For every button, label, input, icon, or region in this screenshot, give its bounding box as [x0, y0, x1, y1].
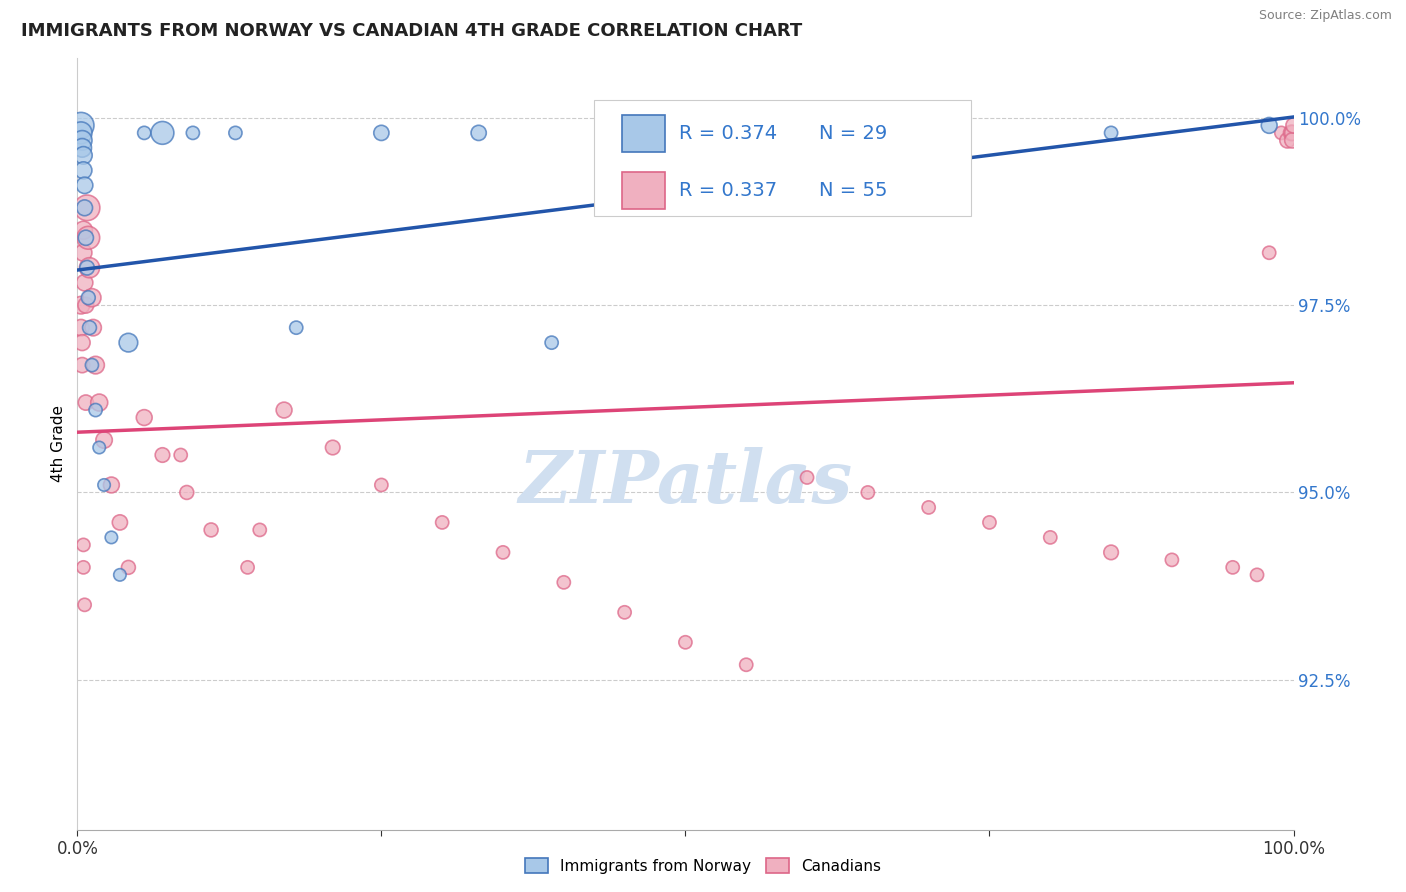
Bar [623, 172, 665, 210]
Bar [623, 115, 665, 153]
Point [134, 126, 156, 140]
Point [553, 575, 575, 590]
Point [75, 298, 97, 312]
Point [152, 126, 174, 140]
Point [77, 231, 100, 245]
FancyBboxPatch shape [595, 101, 972, 216]
Text: Source: ZipAtlas.com: Source: ZipAtlas.com [1258, 9, 1392, 22]
Point [100, 478, 122, 492]
Point [134, 410, 156, 425]
Point [979, 516, 1001, 530]
Point [70, 141, 93, 155]
Point [73, 178, 96, 193]
Point [70, 358, 93, 372]
Point [170, 448, 193, 462]
Point [1258, 119, 1281, 133]
Point [492, 545, 515, 559]
Point [249, 523, 271, 537]
Point [108, 516, 131, 530]
Point [1279, 126, 1302, 140]
Text: R = 0.374: R = 0.374 [679, 124, 778, 143]
Point [79, 260, 101, 275]
Point [84, 358, 107, 372]
Point [73, 276, 96, 290]
Legend: Immigrants from Norway, Canadians: Immigrants from Norway, Canadians [519, 852, 887, 880]
Point [76, 201, 98, 215]
Point [72, 538, 94, 552]
Point [73, 201, 96, 215]
Point [72, 223, 94, 237]
Point [1099, 126, 1122, 140]
Point [117, 560, 139, 574]
Point [70, 119, 93, 133]
Point [72, 163, 94, 178]
Point [76, 260, 98, 275]
Point [75, 231, 97, 245]
Point [370, 126, 392, 140]
Text: ZIPatlas: ZIPatlas [519, 447, 852, 518]
Point [1161, 553, 1184, 567]
Point [89, 441, 111, 455]
Point [1281, 133, 1303, 147]
Point [675, 635, 697, 649]
Point [176, 485, 198, 500]
Point [93, 478, 115, 492]
Point [70, 298, 93, 312]
Point [1270, 126, 1292, 140]
Point [273, 403, 295, 417]
Text: N = 55: N = 55 [820, 181, 887, 200]
Point [117, 335, 139, 350]
Point [1039, 530, 1062, 544]
Point [796, 470, 818, 484]
Text: N = 29: N = 29 [820, 124, 887, 143]
Point [152, 448, 174, 462]
Point [1281, 126, 1303, 140]
Point [70, 133, 93, 147]
Point [613, 605, 636, 619]
Point [540, 335, 562, 350]
Point [70, 126, 93, 140]
Y-axis label: 4th Grade: 4th Grade [51, 405, 66, 483]
Point [200, 523, 222, 537]
Point [430, 516, 453, 530]
Point [285, 320, 308, 334]
Point [370, 478, 392, 492]
Point [72, 148, 94, 162]
Point [224, 126, 246, 140]
Point [73, 598, 96, 612]
Point [72, 560, 94, 574]
Point [1099, 545, 1122, 559]
Point [70, 320, 93, 334]
Point [108, 567, 131, 582]
Point [1246, 567, 1268, 582]
Text: IMMIGRANTS FROM NORWAY VS CANADIAN 4TH GRADE CORRELATION CHART: IMMIGRANTS FROM NORWAY VS CANADIAN 4TH G… [21, 22, 803, 40]
Point [80, 291, 103, 305]
Point [79, 320, 101, 334]
Point [70, 335, 93, 350]
Point [80, 358, 103, 372]
Point [1258, 245, 1281, 260]
Point [322, 441, 344, 455]
Point [100, 530, 122, 544]
Point [72, 245, 94, 260]
Point [735, 657, 758, 672]
Point [75, 395, 97, 409]
Point [1222, 560, 1244, 574]
Point [1277, 133, 1299, 147]
Point [82, 320, 104, 334]
Point [467, 126, 489, 140]
Point [236, 560, 259, 574]
Point [1282, 119, 1305, 133]
Point [181, 126, 204, 140]
Point [93, 433, 115, 447]
Point [89, 395, 111, 409]
Point [84, 403, 107, 417]
Point [918, 500, 941, 515]
Point [77, 291, 100, 305]
Text: R = 0.337: R = 0.337 [679, 181, 778, 200]
Point [856, 485, 879, 500]
